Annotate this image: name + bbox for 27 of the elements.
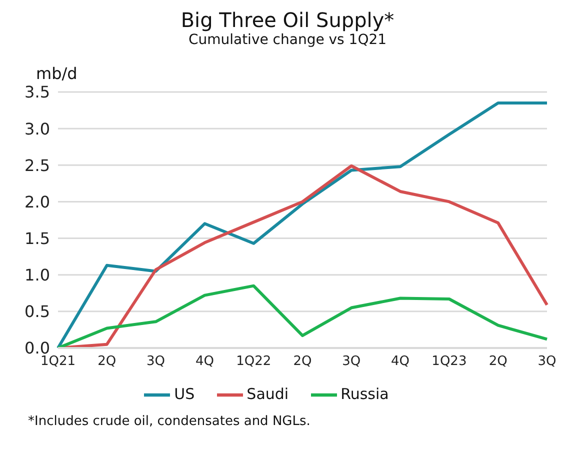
line-series: [56, 101, 548, 348]
x-tick-label: 2Q: [488, 354, 508, 370]
x-tick-label: 1Q23: [432, 354, 467, 370]
legend-label: US: [174, 385, 195, 404]
chart-subtitle: Cumulative change vs 1Q21: [187, 32, 388, 48]
y-axis-title: mb/d: [36, 64, 78, 83]
y-tick-label: 0.5: [24, 302, 50, 322]
x-tick-label: 2Q: [293, 354, 312, 370]
y-tick-label: 3.5: [24, 82, 50, 102]
legend-label: Saudi: [246, 385, 289, 404]
y-tick-label: 1.0: [24, 266, 50, 285]
x-tick-label: 4Q: [391, 354, 410, 370]
x-tick-label: 3Q: [538, 354, 556, 370]
x-tick-label: 1Q22: [236, 354, 272, 370]
legend-label: Russia: [340, 385, 389, 404]
y-tick-label: 2.0: [24, 192, 50, 212]
y-tick-label: 3.0: [24, 119, 50, 138]
x-tick-label: 1Q21: [40, 354, 76, 370]
x-tick-label: 2Q: [98, 354, 116, 370]
x-tick-label: 4Q: [195, 354, 214, 370]
x-tick-label: 3Q: [146, 354, 166, 370]
x-tick-label: 3Q: [342, 354, 361, 370]
line-series: [56, 284, 548, 348]
y-tick-label: 1.5: [24, 228, 50, 248]
text: *Includes crude oil, condensates and NGLs.: [28, 414, 312, 429]
y-tick-label: 2.5: [24, 156, 50, 175]
chart-title: Big Three Oil Supply*: [180, 8, 396, 32]
